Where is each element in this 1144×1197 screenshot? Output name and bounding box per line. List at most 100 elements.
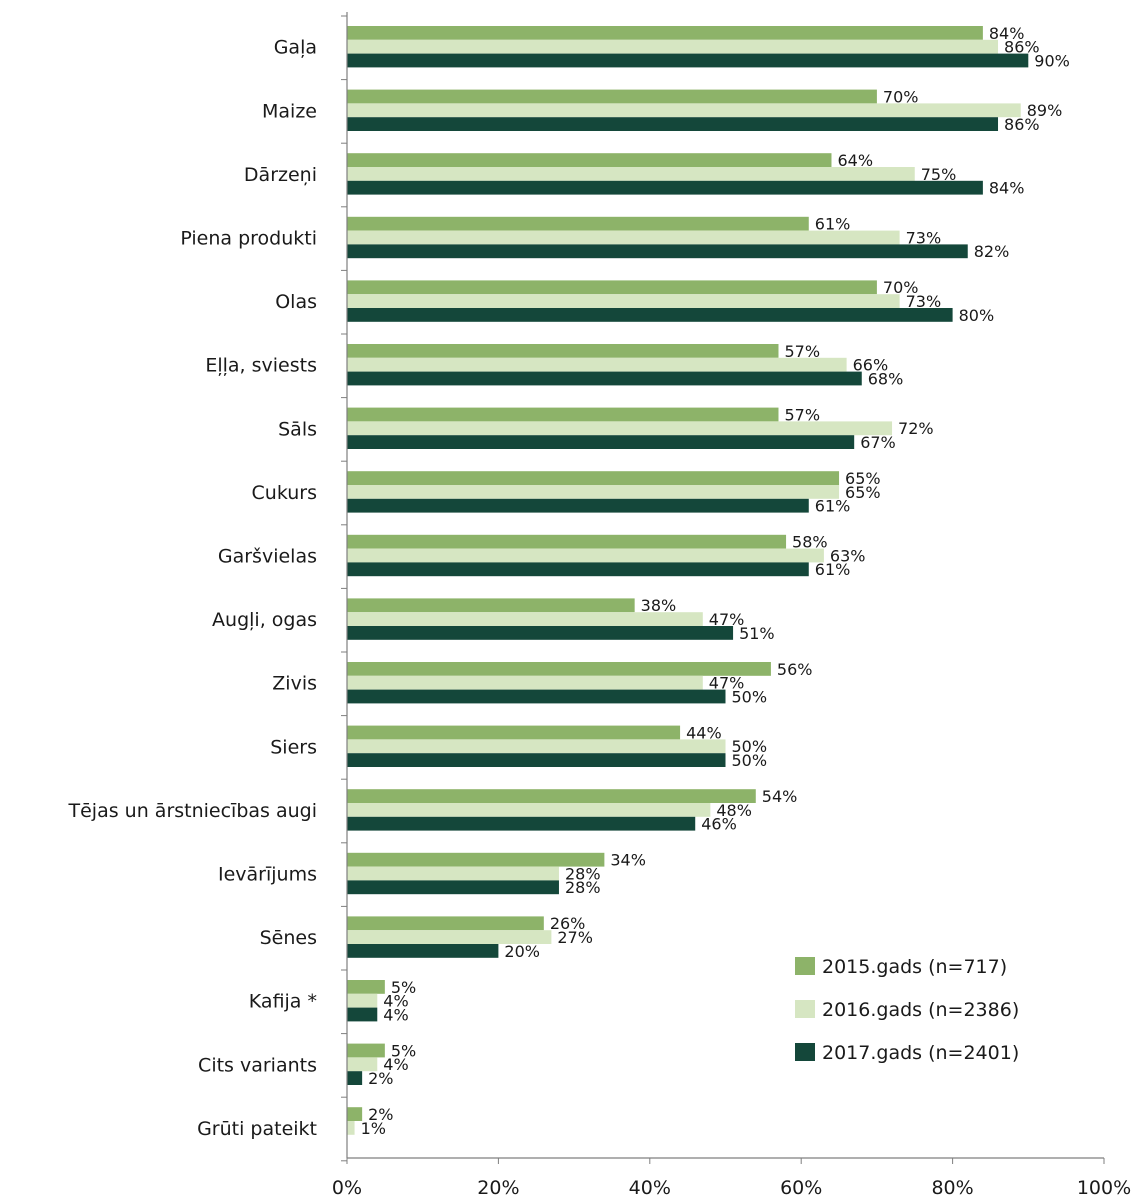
category-label: Siers xyxy=(270,736,317,758)
bar xyxy=(347,216,809,231)
category-label: Zivis xyxy=(272,673,317,695)
category-labels-layer: Gaļa Maize Dārzeņi Piena produkti Olas Eļļa, … xyxy=(68,37,317,1140)
data-label: 68% xyxy=(868,369,904,388)
bar xyxy=(347,53,1029,68)
data-label: 5% xyxy=(391,1041,416,1060)
legend-label: 2015.gads (n=717) xyxy=(822,956,1007,978)
data-label: 47% xyxy=(709,674,745,693)
data-label: 67% xyxy=(860,433,896,452)
legend-swatch xyxy=(795,957,815,975)
legend-label: 2016.gads (n=2386) xyxy=(822,999,1019,1021)
axes-layer: 0% 20% 40% 60% 80% 100% xyxy=(332,12,1131,1197)
category-label: Cits variants xyxy=(198,1054,317,1076)
data-label: 27% xyxy=(557,928,593,947)
bar xyxy=(347,407,779,422)
x-tick-label: 80% xyxy=(931,1177,973,1197)
bar xyxy=(347,598,635,613)
bar xyxy=(347,739,726,754)
data-label: 61% xyxy=(815,497,851,516)
data-label: 75% xyxy=(921,165,957,184)
bar xyxy=(347,485,840,499)
data-label: 80% xyxy=(959,306,995,325)
data-label: 61% xyxy=(815,215,851,234)
legend-swatch xyxy=(795,1000,815,1018)
category-label: Garšvielas xyxy=(218,546,317,568)
data-label: 70% xyxy=(883,278,919,297)
bar xyxy=(347,548,824,563)
data-label: 4% xyxy=(383,1055,408,1074)
category-label: Cukurs xyxy=(252,482,317,504)
legend: 2015.gads (n=717) 2016.gads (n=2386) 2017.… xyxy=(795,956,1019,1064)
bar xyxy=(347,26,983,40)
data-label: 73% xyxy=(906,228,942,247)
data-label: 82% xyxy=(974,242,1010,261)
data-label: 38% xyxy=(641,596,677,615)
data-label: 2% xyxy=(368,1069,393,1088)
data-label: 65% xyxy=(845,483,881,502)
data-label: 57% xyxy=(784,342,820,361)
data-label: 4% xyxy=(383,992,408,1011)
bar xyxy=(347,498,809,513)
bar xyxy=(347,89,877,104)
category-label: Eļļa, sviests xyxy=(205,355,317,377)
category-label: Kafija * xyxy=(249,991,317,1013)
data-label: 66% xyxy=(853,356,889,375)
bar xyxy=(347,294,900,308)
data-label: 72% xyxy=(898,419,934,438)
bar xyxy=(347,103,1021,118)
bar xyxy=(347,675,703,690)
bar xyxy=(347,39,999,54)
x-tick-label: 20% xyxy=(477,1177,519,1197)
data-label: 47% xyxy=(709,610,745,629)
data-label: 26% xyxy=(550,914,586,933)
bar xyxy=(347,562,809,577)
data-label: 2% xyxy=(368,1105,393,1124)
bar xyxy=(347,816,696,831)
bar xyxy=(347,916,544,931)
category-label: Gaļa xyxy=(274,37,317,59)
data-label: 1% xyxy=(361,1119,386,1138)
category-label: Augļi, ogas xyxy=(212,609,317,631)
bar xyxy=(347,153,832,167)
data-label: 5% xyxy=(391,978,416,997)
data-label: 84% xyxy=(989,179,1025,198)
bar xyxy=(347,944,499,958)
bar xyxy=(347,689,726,704)
data-label: 64% xyxy=(837,151,873,170)
category-label: Maize xyxy=(262,100,317,122)
bar xyxy=(347,435,855,449)
data-label: 57% xyxy=(784,405,820,424)
bar xyxy=(347,626,734,640)
category-label: Ievārījums xyxy=(218,864,317,886)
data-label: 89% xyxy=(1027,101,1063,120)
bar xyxy=(347,753,726,767)
bar xyxy=(347,1057,378,1072)
bars-layer xyxy=(347,26,1029,1135)
data-label: 54% xyxy=(762,787,798,806)
bar xyxy=(347,308,953,322)
data-label: 58% xyxy=(792,533,828,552)
category-label: Sēnes xyxy=(260,927,317,949)
bar xyxy=(347,344,779,358)
category-label: Piena produkti xyxy=(180,228,317,250)
data-label: 51% xyxy=(739,624,775,643)
data-labels-layer: 84%86%90%70%89%86%64%75%84%61%73%82%70%7… xyxy=(361,24,1070,1138)
bar xyxy=(347,357,847,372)
x-tick-label: 0% xyxy=(332,1177,362,1197)
data-label: 50% xyxy=(732,737,768,756)
bar xyxy=(347,662,771,676)
bar xyxy=(347,371,862,386)
bar xyxy=(347,725,681,740)
legend-label: 2017.gads (n=2401) xyxy=(822,1042,1019,1064)
data-label: 70% xyxy=(883,87,919,106)
data-label: 34% xyxy=(610,851,646,870)
bar xyxy=(347,471,840,485)
data-label: 61% xyxy=(815,560,851,579)
bar xyxy=(347,167,915,181)
bar xyxy=(347,1107,363,1121)
bar xyxy=(347,993,378,1008)
legend-swatch xyxy=(795,1043,815,1061)
category-label: Tējas un ārstniecības augi xyxy=(68,800,317,822)
category-label: Grūti pateikt xyxy=(197,1118,317,1140)
